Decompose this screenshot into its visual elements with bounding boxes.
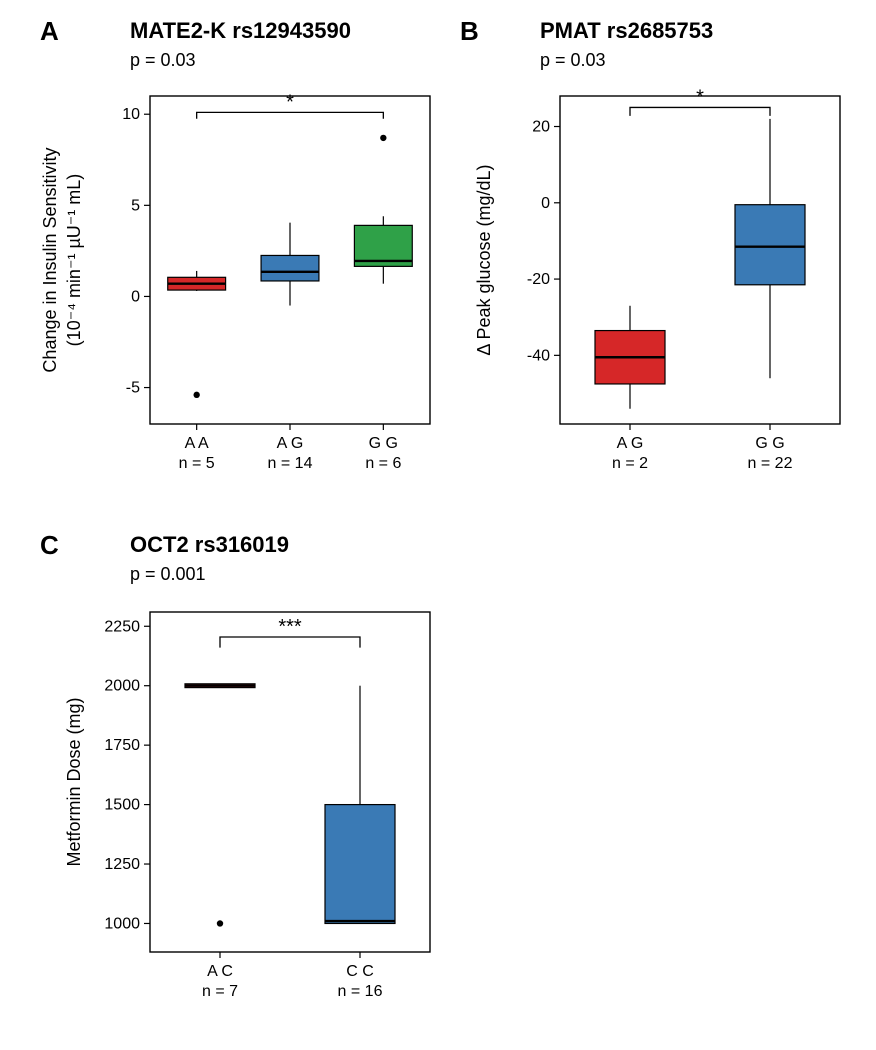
ytick-label: 1250: [104, 856, 140, 873]
x-category-label: G G: [755, 435, 784, 452]
x-category-label: A G: [617, 435, 644, 452]
x-n-label: n = 5: [179, 455, 215, 472]
y-axis-label: Δ Peak glucose (mg/dL): [474, 164, 494, 355]
x-category-label: A G: [277, 435, 304, 452]
significance-label: ***: [278, 616, 302, 638]
ytick-label: 10: [122, 106, 140, 123]
ytick-label: 2000: [104, 678, 140, 695]
outlier-point: [217, 920, 223, 926]
x-category-label: C C: [346, 963, 374, 980]
box: [261, 255, 319, 281]
x-n-label: n = 22: [748, 455, 793, 472]
significance-bracket: [630, 107, 770, 115]
ytick-label: -20: [527, 271, 550, 288]
ytick-label: 1750: [104, 737, 140, 754]
ytick-label: 1000: [104, 915, 140, 932]
x-n-label: n = 6: [365, 455, 401, 472]
y-axis-label: Metformin Dose (mg): [64, 697, 84, 866]
significance-label: *: [696, 86, 704, 108]
y-axis-label: Change in Insulin Sensitivity: [40, 147, 60, 372]
outlier-point: [193, 392, 199, 398]
x-n-label: n = 14: [268, 455, 313, 472]
y-axis-label-2: (10⁻⁴ min⁻¹ µU⁻¹ mL): [64, 174, 84, 347]
x-category-label: A C: [207, 963, 233, 980]
ytick-label: 0: [541, 195, 550, 212]
ytick-label: 1500: [104, 797, 140, 814]
x-category-label: A A: [185, 435, 209, 452]
x-n-label: n = 2: [612, 455, 648, 472]
outlier-point: [380, 135, 386, 141]
x-n-label: n = 16: [338, 983, 383, 1000]
box: [735, 205, 805, 285]
ytick-label: 20: [532, 119, 550, 136]
figure-root: A MATE2-K rs12943590 p = 0.03 B PMAT rs2…: [0, 0, 876, 1050]
ytick-label: 5: [131, 197, 140, 214]
ytick-label: 0: [131, 288, 140, 305]
ytick-label: -5: [126, 380, 140, 397]
x-n-label: n = 7: [202, 983, 238, 1000]
significance-label: *: [286, 91, 294, 113]
ytick-label: -40: [527, 347, 550, 364]
plots-svg: -5 0 5 10 A A n = 5 A G n = 14 G G n = 6 Change in…: [0, 0, 876, 1050]
x-category-label: G G: [369, 435, 398, 452]
significance-bracket: [220, 637, 360, 648]
ytick-label: 2250: [104, 618, 140, 635]
box: [325, 805, 395, 924]
